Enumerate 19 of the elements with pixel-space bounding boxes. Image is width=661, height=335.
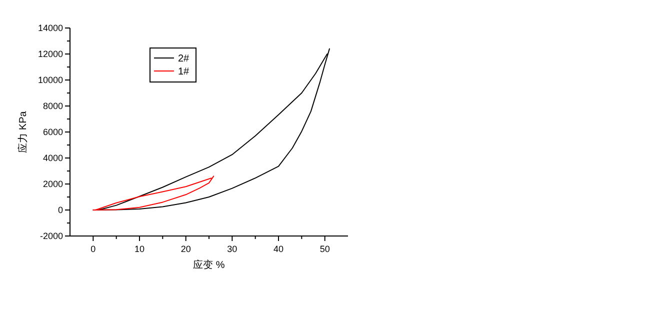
y-tick-label: 12000: [38, 49, 63, 59]
y-tick-label: 0: [58, 205, 63, 215]
x-tick-label: 30: [227, 244, 238, 254]
legend-label: 1#: [178, 66, 190, 78]
y-tick-label: 6000: [42, 127, 63, 137]
y-tick-label: 14000: [38, 23, 63, 33]
x-tick-label: 20: [180, 244, 191, 254]
y-tick-label: 2000: [42, 179, 63, 189]
x-tick-label: 10: [134, 244, 145, 254]
x-axis-title: 应变 %: [193, 259, 225, 271]
y-tick-label: -2000: [40, 231, 63, 241]
y-tick-label: 8000: [42, 101, 63, 111]
x-tick-label: 40: [273, 244, 284, 254]
legend-label: 2#: [178, 54, 190, 64]
y-axis-title: 应力 KPa: [17, 110, 29, 153]
y-tick-label: 10000: [38, 75, 63, 85]
y-tick-label: 4000: [42, 153, 63, 163]
x-tick-label: 0: [90, 244, 96, 254]
x-tick-label: 50: [320, 244, 330, 254]
